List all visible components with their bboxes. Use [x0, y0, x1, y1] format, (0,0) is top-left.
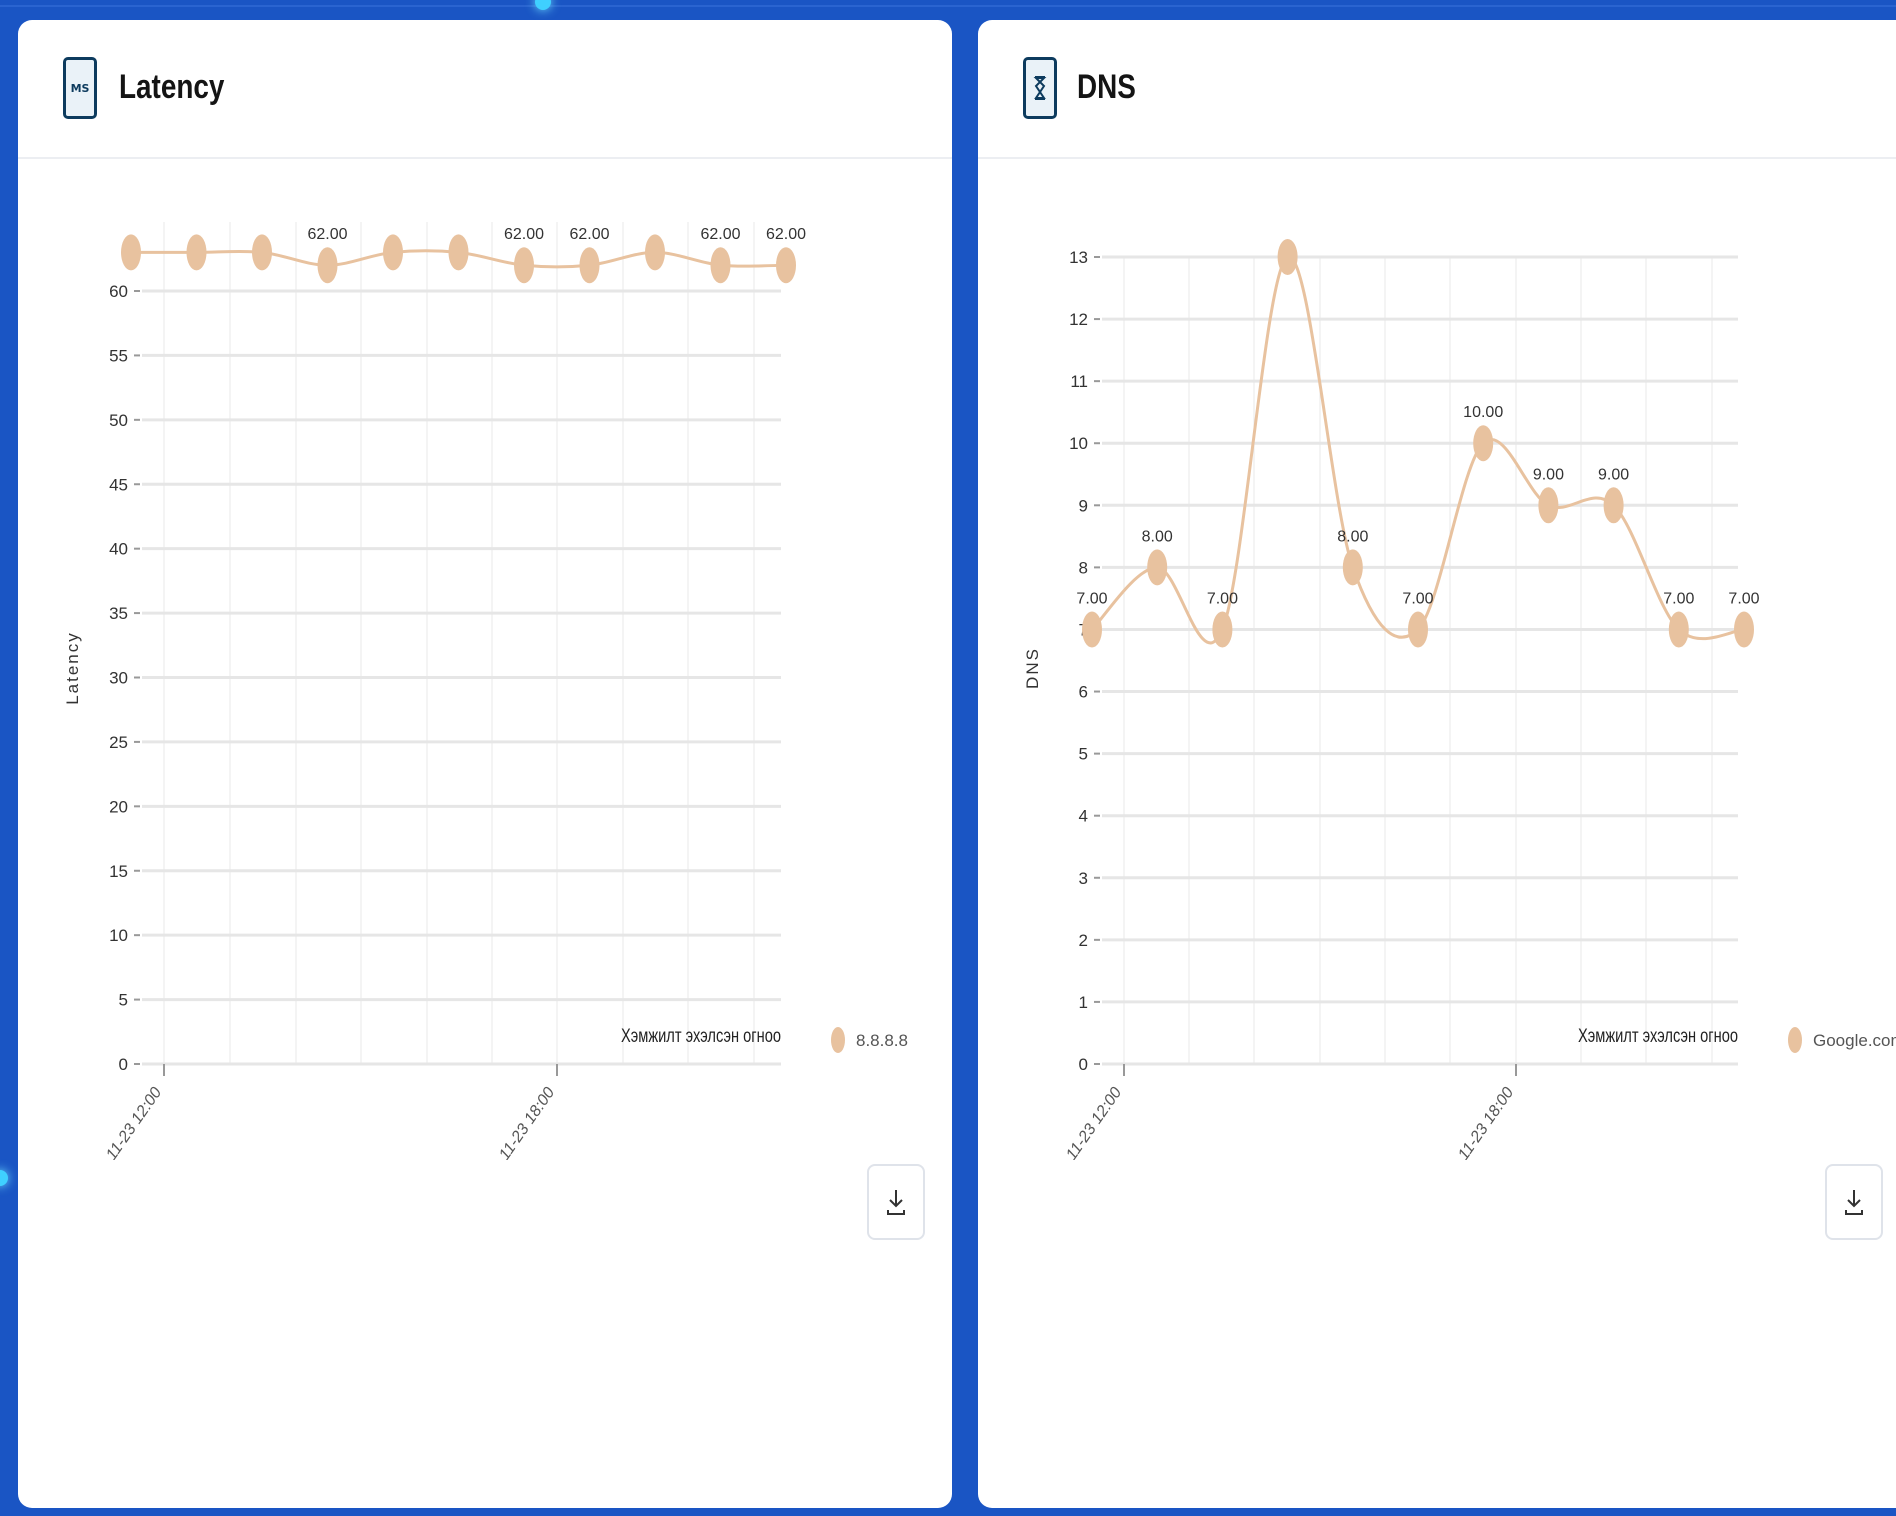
dns-data-point: [1538, 487, 1559, 524]
latency-y-tick-label: 55: [109, 346, 128, 365]
latency-chart: 0 5 10 15 20 25 30 35 40 45 50 55 60 11-23 12:00 11-23…: [18, 160, 952, 1160]
dns-x-tick-label: 11-23 12:00: [1063, 1084, 1125, 1160]
latency-x-axis-label: Хэмжилт эхэлсэн огноо: [621, 1026, 781, 1047]
latency-y-tick-label: 5: [119, 991, 128, 1010]
latency-y-tick-label: 25: [109, 733, 128, 752]
latency-y-tick-label: 30: [109, 669, 128, 688]
dns-data-point: [1082, 611, 1102, 648]
dns-y-tick-label: 0: [1079, 1055, 1088, 1074]
dns-y-tick-label: 10: [1069, 434, 1088, 453]
latency-data-point: [448, 234, 469, 271]
dns-data-label: 7.00: [1402, 590, 1433, 607]
latency-x-tick-label: 11-23 18:00: [496, 1084, 558, 1160]
dns-data-point: [1734, 611, 1754, 648]
dns-data-label: 9.00: [1598, 466, 1629, 483]
dns-y-tick-label: 1: [1079, 993, 1088, 1012]
dns-x-axis-label: Хэмжилт эхэлсэн огноо: [1578, 1026, 1738, 1047]
latency-y-axis-label: Latency: [63, 631, 82, 705]
latency-y-tick-label: 60: [109, 282, 128, 301]
latency-card-title: Latency: [119, 68, 225, 106]
dns-y-tick-label: 13: [1069, 248, 1088, 267]
latency-data-point: [710, 247, 731, 284]
latency-data-point: [317, 247, 338, 284]
latency-y-tick-label: 45: [109, 475, 128, 494]
latency-data-point: [252, 234, 272, 271]
latency-y-tick-label: 40: [109, 540, 128, 559]
background-line: [0, 5, 1896, 7]
latency-legend-marker: [831, 1027, 845, 1053]
dns-y-axis-label: DNS: [1023, 647, 1042, 689]
dns-data-label: 7.00: [1207, 590, 1238, 607]
latency-card: MS Latency 0 5 10 15 20 25 30 35 40 45 50 55 60 11-23…: [18, 20, 952, 1508]
latency-data-point: [645, 234, 665, 271]
latency-data-point: [776, 247, 796, 284]
latency-data-label: 62.00: [766, 226, 806, 243]
dns-data-label: 7.00: [1076, 590, 1107, 607]
dns-data-point: [1473, 425, 1494, 462]
hourglass-icon: [1023, 57, 1057, 119]
latency-data-label: 62.00: [307, 226, 347, 243]
dns-y-tick-label: 5: [1079, 745, 1088, 764]
latency-y-tick-label: 15: [109, 862, 128, 881]
latency-y-tick-label: 20: [109, 797, 128, 816]
latency-data-point: [514, 247, 534, 284]
dns-data-label: 7.00: [1728, 590, 1759, 607]
ms-icon: MS: [63, 57, 97, 119]
dns-download-button[interactable]: [1825, 1164, 1883, 1240]
dns-data-point: [1408, 611, 1428, 648]
download-icon: [887, 1190, 905, 1215]
dns-y-tick-label: 8: [1079, 558, 1088, 577]
latency-y-tick-label: 50: [109, 411, 128, 430]
dns-y-tick-label: 12: [1069, 310, 1088, 329]
latency-data-point: [579, 247, 600, 284]
latency-x-tick-label: 11-23 12:00: [103, 1084, 165, 1160]
dns-data-label: 8.00: [1337, 528, 1368, 545]
dns-data-point: [1342, 549, 1363, 586]
latency-data-label: 62.00: [700, 226, 740, 243]
dns-y-tick-label: 4: [1079, 807, 1088, 826]
latency-chart-top-mask: [18, 160, 952, 217]
latency-y-tick-label: 10: [109, 926, 128, 945]
dns-data-label: 10.00: [1463, 404, 1503, 421]
dns-y-tick-label: 6: [1079, 683, 1088, 702]
download-icon: [1845, 1190, 1863, 1215]
dns-y-tick-label: 2: [1079, 931, 1088, 950]
dns-card-header: DNS: [978, 20, 1896, 159]
background-dot: [535, 0, 551, 10]
background-dot: [0, 1170, 8, 1186]
latency-card-header: MS Latency: [18, 20, 952, 159]
dns-legend-marker: [1788, 1027, 1802, 1053]
dns-y-tick-label: 9: [1079, 496, 1088, 515]
dns-card-title: DNS: [1077, 68, 1136, 106]
latency-data-label: 62.00: [504, 226, 544, 243]
latency-y-tick-label: 35: [109, 604, 128, 623]
dns-y-tick-label: 11: [1070, 372, 1088, 391]
dns-data-point: [1277, 239, 1298, 275]
dns-data-point: [1147, 549, 1168, 586]
dns-y-tick-label: 3: [1079, 869, 1088, 888]
dns-data-label: 7.00: [1663, 590, 1694, 607]
latency-legend-label: 8.8.8.8: [856, 1031, 908, 1050]
ms-icon-text: MS: [70, 81, 90, 95]
dns-x-tick-label: 11-23 18:00: [1455, 1084, 1517, 1160]
dns-data-point: [1212, 611, 1233, 648]
latency-data-label: 62.00: [569, 226, 609, 243]
latency-data-point: [121, 234, 141, 271]
latency-data-point: [186, 234, 207, 271]
dns-legend-label: Google.com: [1813, 1031, 1896, 1050]
dns-data-point: [1668, 611, 1689, 648]
latency-download-button[interactable]: [867, 1164, 925, 1240]
dns-data-label: 9.00: [1533, 466, 1564, 483]
dns-data-label: 8.00: [1142, 528, 1173, 545]
latency-y-tick-label: 0: [119, 1055, 128, 1074]
dns-data-point: [1603, 487, 1624, 524]
latency-data-point: [383, 234, 403, 271]
